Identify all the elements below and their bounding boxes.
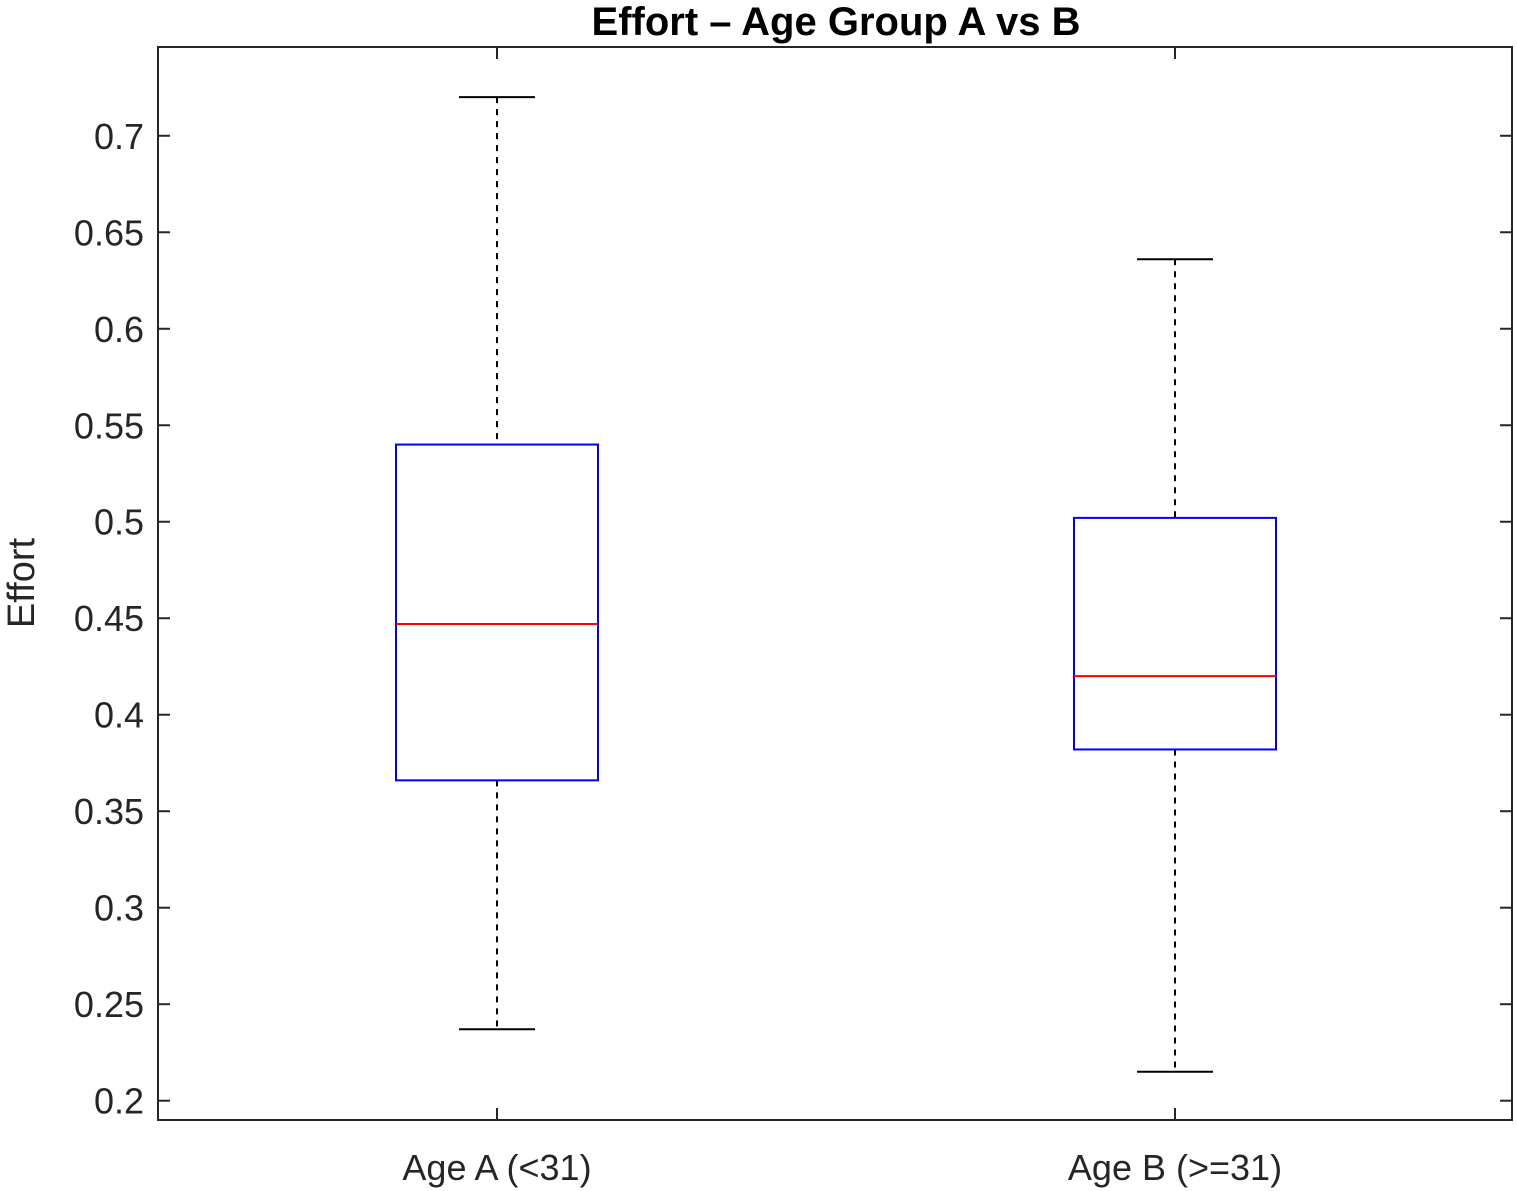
box-iqr: [395, 443, 599, 782]
box-group: [1073, 258, 1277, 1073]
y-tick-label: 0.5: [94, 502, 144, 543]
y-tick-label: 0.65: [74, 212, 144, 253]
box-series: [395, 96, 1277, 1073]
y-tick-label: 0.6: [94, 309, 144, 350]
box-iqr: [1073, 516, 1277, 751]
x-category-label: Age B (>=31): [1068, 1147, 1282, 1188]
y-axis-label: Effort: [1, 538, 43, 629]
y-tick-label: 0.35: [74, 791, 144, 832]
x-axis: Age A (<31) Age B (>=31): [402, 47, 1282, 1188]
y-tick-label: 0.45: [74, 598, 144, 639]
box-group: [395, 96, 599, 1031]
y-tick-label: 0.25: [74, 984, 144, 1025]
y-tick-label: 0.4: [94, 695, 144, 736]
y-tick-label: 0.55: [74, 405, 144, 446]
y-tick-label: 0.2: [94, 1081, 144, 1122]
chart-title: Effort – Age Group A vs B: [592, 0, 1081, 44]
plot-area: [157, 46, 1513, 1121]
y-tick-label: 0.3: [94, 888, 144, 929]
y-axis: 0.2 0.25 0.3 0.35 0.4 0.45 0.5 0.55 0.6 0.65 0.7: [74, 116, 1512, 1122]
y-tick-label: 0.7: [94, 116, 144, 157]
x-category-label: Age A (<31): [402, 1147, 591, 1188]
